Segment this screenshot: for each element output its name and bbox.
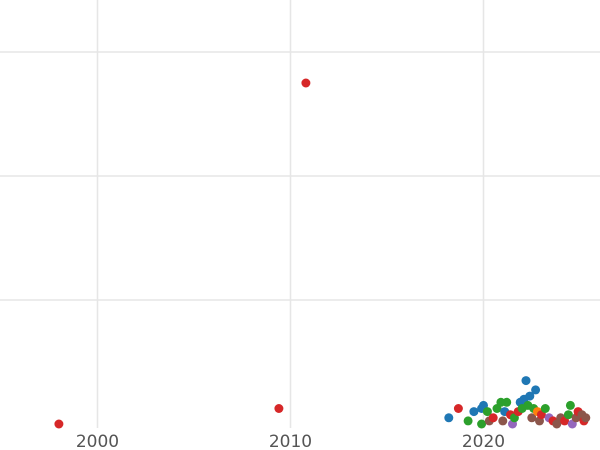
data-point	[581, 413, 591, 423]
data-point	[274, 404, 284, 413]
data-points	[54, 78, 591, 429]
data-point	[565, 400, 575, 410]
x-tick-labels: 2000 2010 2020	[76, 432, 505, 450]
data-point	[444, 413, 454, 423]
data-point	[563, 410, 573, 420]
data-point	[488, 413, 498, 423]
x-tick-label: 2000	[76, 432, 119, 450]
x-tick-label: 2010	[269, 432, 312, 450]
data-point	[453, 404, 463, 413]
data-point	[502, 397, 512, 407]
data-point	[469, 407, 479, 417]
data-point	[301, 78, 311, 88]
data-point	[527, 413, 537, 423]
data-point	[477, 419, 487, 429]
y-gridlines	[0, 51, 600, 301]
data-point	[525, 391, 535, 401]
data-point	[498, 416, 508, 426]
data-point	[482, 407, 492, 417]
x-gridlines	[96, 0, 485, 428]
data-point	[521, 376, 531, 386]
data-point	[540, 404, 550, 413]
data-point	[531, 385, 541, 395]
x-tick-label: 2020	[462, 432, 505, 450]
data-point	[54, 419, 64, 429]
data-point	[463, 416, 473, 426]
